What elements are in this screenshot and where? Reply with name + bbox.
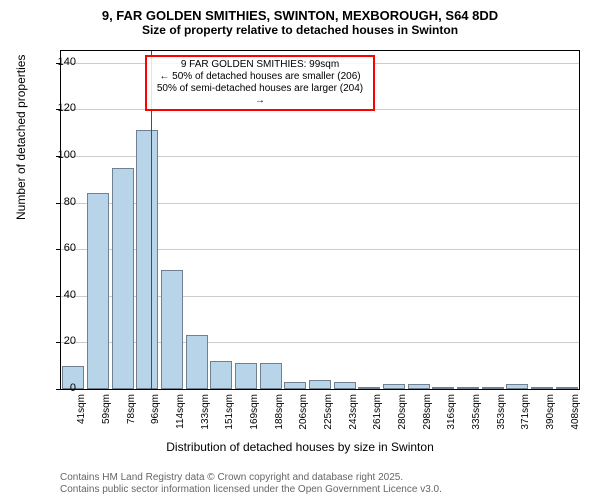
xtick-label: 225sqm — [323, 394, 334, 430]
xtick-label: 151sqm — [224, 394, 235, 430]
xtick-label: 133sqm — [200, 394, 211, 430]
histogram-bar — [235, 363, 257, 389]
x-axis-label: Distribution of detached houses by size … — [0, 440, 600, 454]
histogram-bar — [284, 382, 306, 389]
footer-line: Contains HM Land Registry data © Crown c… — [60, 472, 442, 484]
xtick-label: 298sqm — [422, 394, 433, 430]
histogram-bar — [383, 384, 405, 389]
xtick-label: 59sqm — [101, 394, 112, 424]
histogram-bar — [358, 387, 380, 389]
xtick-label: 316sqm — [446, 394, 457, 430]
xtick-label: 371sqm — [520, 394, 531, 430]
footer-attribution: Contains HM Land Registry data © Crown c… — [60, 472, 442, 496]
xtick-label: 408sqm — [570, 394, 581, 430]
ytick-label: 20 — [46, 335, 76, 347]
histogram-bar — [506, 384, 528, 389]
xtick-label: 390sqm — [545, 394, 556, 430]
xtick-label: 96sqm — [150, 394, 161, 424]
histogram-bar — [161, 270, 183, 389]
xtick-label: 114sqm — [175, 394, 186, 429]
histogram-bar — [260, 363, 282, 389]
ytick-label: 80 — [46, 196, 76, 208]
chart-title: 9, FAR GOLDEN SMITHIES, SWINTON, MEXBORO… — [0, 0, 600, 23]
y-axis-label: Number of detached properties — [14, 55, 28, 220]
xtick-label: 353sqm — [496, 394, 507, 430]
histogram-bar — [210, 361, 232, 389]
annotation-line: 50% of semi-detached houses are larger (… — [153, 83, 367, 107]
histogram-bar — [136, 130, 158, 389]
xtick-label: 169sqm — [249, 394, 260, 430]
ytick-label: 0 — [46, 382, 76, 394]
ytick-label: 100 — [46, 149, 76, 161]
chart-subtitle: Size of property relative to detached ho… — [0, 23, 600, 41]
footer-line: Contains public sector information licen… — [60, 484, 442, 496]
histogram-bar — [112, 168, 134, 389]
xtick-label: 41sqm — [76, 394, 87, 424]
histogram-bar — [556, 387, 578, 389]
histogram-bar — [432, 387, 454, 389]
xtick-label: 261sqm — [372, 394, 383, 430]
annotation-line: ← 50% of detached houses are smaller (20… — [153, 71, 367, 83]
xtick-label: 335sqm — [471, 394, 482, 430]
histogram-bar — [87, 193, 109, 389]
xtick-label: 188sqm — [274, 394, 285, 430]
ytick-label: 140 — [46, 56, 76, 68]
ytick-label: 60 — [46, 242, 76, 254]
ytick-label: 40 — [46, 289, 76, 301]
annotation-box: 9 FAR GOLDEN SMITHIES: 99sqm← 50% of det… — [145, 55, 375, 111]
histogram-bar — [309, 380, 331, 389]
chart-container: 9, FAR GOLDEN SMITHIES, SWINTON, MEXBORO… — [0, 0, 600, 500]
xtick-label: 78sqm — [126, 394, 137, 424]
xtick-label: 280sqm — [397, 394, 408, 430]
histogram-bar — [531, 387, 553, 389]
histogram-bar — [457, 387, 479, 389]
plot-area: 9 FAR GOLDEN SMITHIES: 99sqm← 50% of det… — [60, 50, 580, 390]
histogram-bar — [334, 382, 356, 389]
histogram-bar — [186, 335, 208, 389]
histogram-bar — [482, 387, 504, 389]
ytick-label: 120 — [46, 102, 76, 114]
annotation-line: 9 FAR GOLDEN SMITHIES: 99sqm — [153, 59, 367, 71]
histogram-bar — [408, 384, 430, 389]
xtick-label: 206sqm — [298, 394, 309, 430]
xtick-label: 243sqm — [348, 394, 359, 430]
